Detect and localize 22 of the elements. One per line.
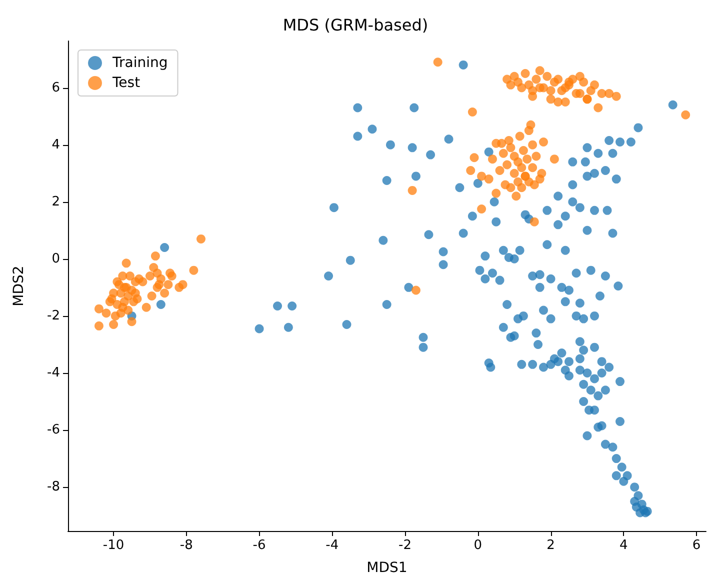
legend-label: Test [112,75,141,91]
chart-title: MDS (GRM-based) [282,16,428,34]
y-tick-label: 0 [52,251,60,266]
x-tick-label: 0 [474,538,482,553]
legend-label: Training [112,55,168,71]
y-tick-label: -8 [47,480,60,495]
y-tick-label: -2 [47,308,60,324]
x-tick-label: -2 [398,538,412,553]
y-tick-label: 2 [52,194,60,210]
x-axis-title: MDS1 [366,560,408,576]
x-tick-label: -8 [180,538,193,553]
x-tick-label: -4 [326,538,339,553]
y-axis-title: MDS2 [11,266,27,306]
y-tick-label: -6 [47,422,60,438]
x-tick-label: 4 [620,538,628,553]
x-tick-label: -10 [102,538,124,553]
x-tick-label: 2 [546,538,555,553]
y-tick-label: -4 [47,365,60,380]
x-tick-label: 6 [692,538,701,553]
y-tick-label: 6 [52,80,60,96]
x-tick-label: -6 [252,538,266,553]
y-tick-label: 4 [52,137,60,152]
